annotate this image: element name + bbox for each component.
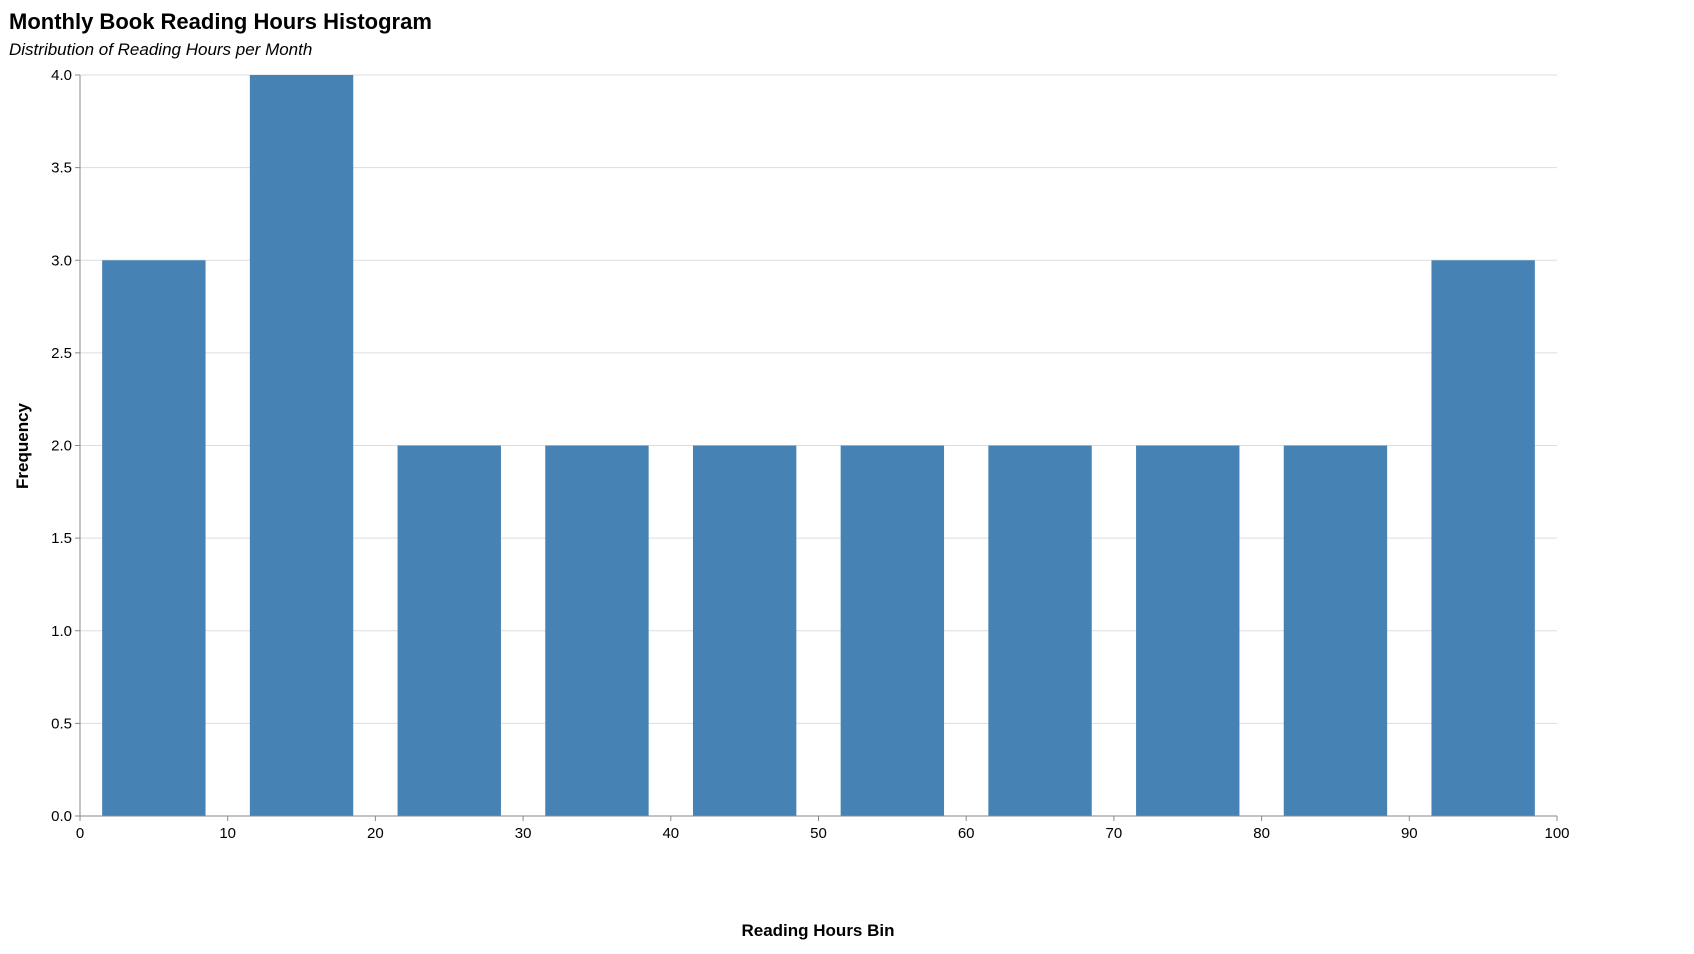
chart-subtitle: Distribution of Reading Hours per Month xyxy=(9,40,312,59)
histogram-bar xyxy=(692,445,797,816)
histogram-bar xyxy=(1431,260,1535,816)
x-tick-label: 30 xyxy=(515,825,532,842)
chart-title: Monthly Book Reading Hours Histogram xyxy=(9,9,432,34)
y-axis-title: Frequency xyxy=(13,402,32,489)
x-tick-label: 70 xyxy=(1106,825,1123,842)
histogram-bar xyxy=(397,445,501,816)
y-tick-label: 0.5 xyxy=(51,715,72,732)
histogram-bar xyxy=(988,445,1092,816)
y-tick-label: 1.5 xyxy=(51,530,72,547)
x-tick-label: 90 xyxy=(1401,825,1418,842)
x-axis-title: Reading Hours Bin xyxy=(741,921,894,940)
histogram-bar xyxy=(545,445,649,816)
x-tick-label: 20 xyxy=(367,825,384,842)
bars-group xyxy=(102,75,1535,816)
y-tick-label: 3.0 xyxy=(51,252,72,269)
y-tick-label: 4.0 xyxy=(51,67,72,84)
x-tick-label: 80 xyxy=(1253,825,1270,842)
y-tick-label: 1.0 xyxy=(51,623,72,640)
y-tick-label: 2.0 xyxy=(51,438,72,455)
x-tick-label: 100 xyxy=(1544,825,1569,842)
axes-group: 0.0 0.5 1.0 1.5 2.0 2.5 3.0 3.5 4.0 0 10 20 30 40 50 60… xyxy=(51,67,1569,842)
x-tick-label: 10 xyxy=(219,825,236,842)
histogram-bar xyxy=(1136,445,1240,816)
y-tick-label: 0.0 xyxy=(51,808,72,825)
y-tick-label: 3.5 xyxy=(51,160,72,177)
histogram-bar xyxy=(1283,445,1388,816)
x-tick-label: 40 xyxy=(662,825,679,842)
y-tick-label: 2.5 xyxy=(51,345,72,362)
x-tick-label: 60 xyxy=(958,825,975,842)
histogram-bar xyxy=(102,260,206,816)
x-tick-label: 0 xyxy=(76,825,84,842)
x-tick-label: 50 xyxy=(810,825,827,842)
histogram-bar xyxy=(249,75,354,816)
histogram-bar xyxy=(840,445,945,816)
